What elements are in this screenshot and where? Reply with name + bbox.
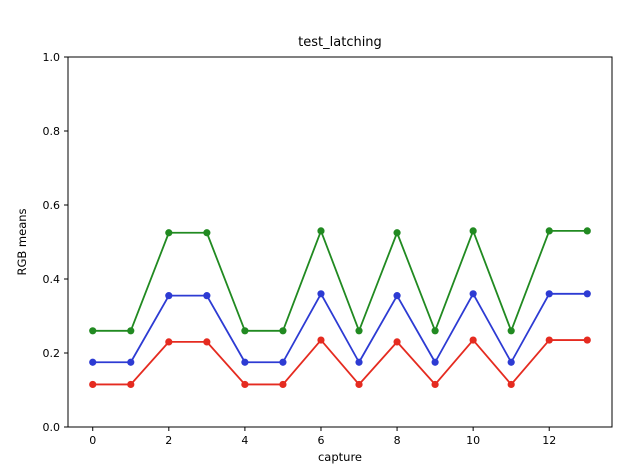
y-tick-label: 0.8 [43,125,61,138]
series-marker-red [203,338,211,346]
series-marker-red [317,336,325,344]
series-marker-green [469,227,477,235]
series-marker-blue [545,290,553,298]
x-tick-label: 4 [241,434,248,447]
series-line-green [92,229,588,332]
series-marker-blue [507,358,515,366]
series-marker-red [165,338,173,346]
series-marker-blue [279,358,287,366]
series-marker-blue [317,290,325,298]
x-axis-label: capture [317,450,363,464]
series-marker-blue [469,290,477,298]
y-tick-label: 1.0 [43,51,61,64]
series-marker-green [431,327,439,335]
x-tick-label: 6 [317,434,324,447]
x-tick-label: 12 [542,434,556,447]
series-marker-blue [393,292,401,300]
y-tick-label: 0.2 [43,347,61,360]
chart-title: test_latching [298,35,382,50]
series-line-red [92,339,588,386]
series-marker-red [545,336,553,344]
series-marker-red [89,380,97,389]
x-tick-label: 0 [89,434,96,447]
x-tick-label: 10 [466,434,480,447]
series-marker-red [393,338,401,346]
series-marker-red [469,336,477,344]
series-marker-red [583,336,591,344]
series-marker-blue [241,358,249,366]
series-marker-blue [127,358,135,366]
y-tick-label: 0.4 [43,273,61,286]
series-marker-red [241,380,249,389]
series-line-blue [92,292,588,364]
series-marker-green [165,229,173,237]
series-marker-green [127,327,135,335]
series-marker-green [203,229,211,237]
series-marker-green [241,327,249,335]
series-marker-red [355,380,363,389]
series-marker-blue [89,358,97,366]
y-tick-label: 0.6 [43,199,61,212]
series-marker-blue [203,292,211,300]
x-tick-label: 2 [165,434,172,447]
series-marker-red [279,380,287,389]
series-marker-green [89,327,97,335]
series-marker-red [127,380,135,389]
series-marker-blue [583,290,591,298]
series-marker-blue [165,292,173,300]
y-axis-label: RGB means [15,208,29,276]
series-marker-red [507,380,515,389]
series-marker-green [317,227,325,235]
series-marker-green [583,227,591,235]
series-marker-green [279,327,287,335]
series-marker-green [393,229,401,237]
series-marker-blue [355,358,363,366]
series-marker-blue [431,358,439,366]
series-marker-red [431,380,439,389]
axes-box [67,56,613,428]
series-marker-green [545,227,553,235]
x-tick-label: 8 [394,434,401,447]
y-tick-label: 0.0 [43,421,61,434]
series-marker-green [507,327,515,335]
series-marker-green [355,327,363,335]
